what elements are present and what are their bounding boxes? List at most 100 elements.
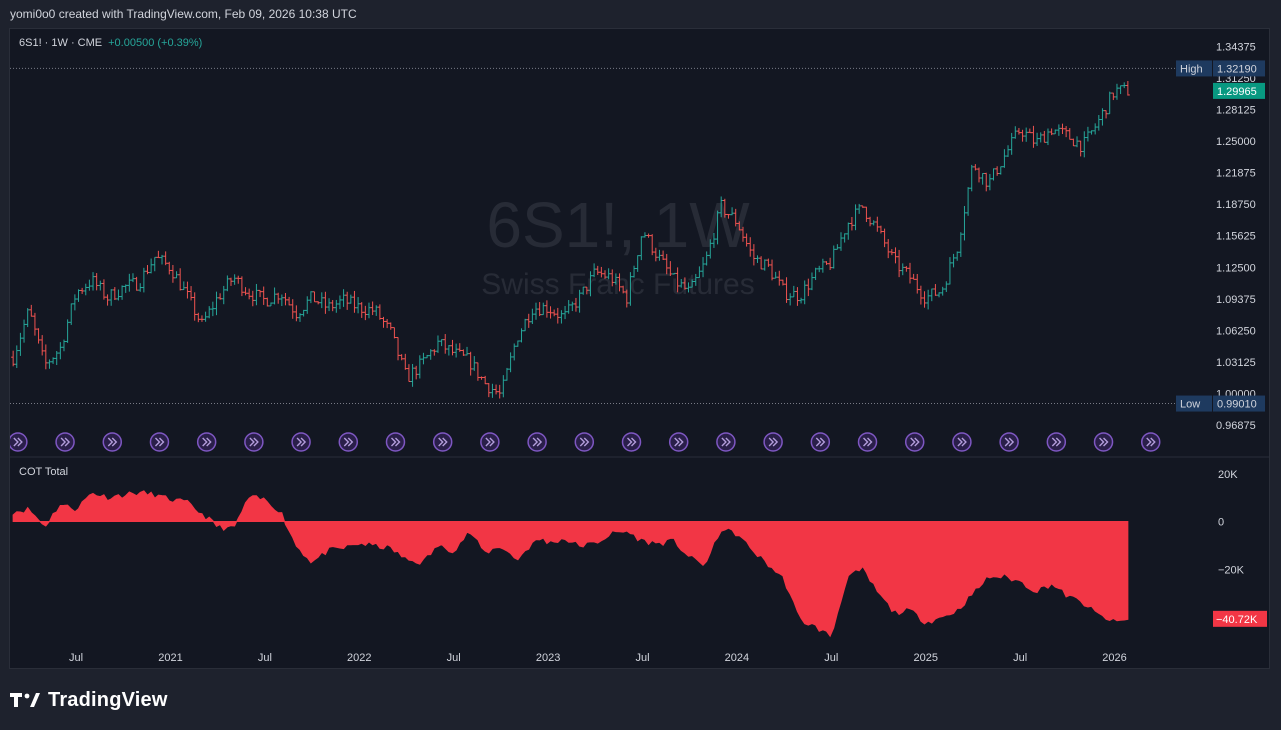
event-marker-icon[interactable]	[338, 432, 359, 452]
price-bar	[849, 217, 854, 231]
event-marker-icon[interactable]	[291, 432, 311, 452]
price-bar	[791, 285, 796, 298]
price-bar	[22, 319, 27, 343]
event-marker-icon[interactable]	[527, 432, 547, 452]
event-marker-icon[interactable]	[480, 432, 500, 452]
event-marker-icon[interactable]	[102, 432, 123, 452]
price-bar	[969, 164, 974, 192]
price-bar	[279, 294, 284, 307]
price-bar	[1016, 127, 1021, 135]
price-bar	[138, 283, 143, 292]
event-marker-icon[interactable]	[904, 432, 925, 452]
price-bar	[882, 228, 887, 248]
event-marker-icon[interactable]	[857, 432, 878, 452]
event-marker-icon[interactable]	[668, 432, 689, 452]
low-label-box	[1176, 395, 1212, 412]
event-marker-icon[interactable]	[621, 432, 642, 452]
event-markers[interactable]	[10, 432, 1161, 452]
cot-y-tick: 20K	[1218, 469, 1238, 481]
price-bar	[875, 216, 880, 232]
tradingview-logo-text: TradingView	[48, 688, 168, 711]
price-y-tick: 1.09375	[1216, 294, 1256, 306]
chart-canvas[interactable]: 6S1!, 1W Swiss Franc Futures 1.343751.31…	[10, 29, 1269, 668]
price-bar	[101, 279, 106, 300]
event-marker-icon[interactable]	[55, 432, 75, 452]
event-marker-icon[interactable]	[999, 432, 1019, 452]
event-marker-icon[interactable]	[196, 432, 217, 452]
price-bar	[327, 298, 332, 312]
price-bar	[1104, 110, 1109, 119]
event-marker-icon[interactable]	[1093, 432, 1114, 452]
event-marker-icon[interactable]	[952, 432, 972, 452]
price-bar	[1118, 85, 1123, 95]
price-bar	[563, 305, 568, 320]
price-bar	[229, 277, 234, 286]
event-marker-icon[interactable]	[244, 432, 264, 452]
price-bar	[860, 205, 865, 209]
low-value: 0.99010	[1217, 399, 1257, 411]
x-tick: Jul	[447, 652, 461, 664]
price-bar	[926, 289, 931, 310]
price-bar	[548, 306, 553, 319]
price-bar	[149, 258, 154, 274]
x-tick: 2021	[158, 652, 182, 664]
price-bar	[345, 291, 350, 310]
event-marker-icon[interactable]	[432, 432, 453, 452]
price-bar	[980, 173, 985, 185]
credit-text: yomi0o0 created with TradingView.com, Fe…	[10, 7, 357, 21]
price-bar	[385, 319, 390, 329]
x-tick: 2023	[536, 652, 560, 664]
price-bar	[83, 283, 88, 296]
price-series[interactable]	[10, 67, 1210, 405]
price-bar	[120, 285, 125, 300]
price-bar	[199, 315, 204, 322]
price-bar	[795, 287, 800, 306]
price-y-tick: 1.15625	[1216, 231, 1256, 243]
event-marker-icon[interactable]	[574, 432, 595, 452]
price-bar	[210, 301, 215, 317]
price-bar	[1020, 129, 1025, 142]
chart-frame[interactable]: 6S1!, 1W Swiss Franc Futures 1.34375 1.31…	[9, 28, 1270, 669]
cot-last-value: −40.72K	[1216, 614, 1258, 626]
price-bar	[61, 339, 66, 352]
price-bar	[163, 251, 168, 266]
cot-y-tick: −20K	[1218, 564, 1245, 576]
price-bar	[824, 261, 829, 265]
price-bar	[410, 363, 415, 387]
price-y-tick: 1.28125	[1216, 104, 1256, 116]
price-bar	[1035, 132, 1040, 146]
event-marker-icon[interactable]	[1140, 432, 1161, 452]
price-bar	[864, 206, 869, 222]
price-bar	[570, 301, 575, 312]
x-tick: Jul	[258, 652, 272, 664]
price-bar	[272, 287, 277, 305]
event-marker-icon[interactable]	[10, 432, 28, 452]
event-marker-icon[interactable]	[810, 432, 831, 452]
price-bar	[857, 203, 862, 214]
price-bar	[973, 164, 978, 171]
event-marker-icon[interactable]	[1046, 432, 1067, 452]
price-bar	[297, 313, 302, 322]
price-bar	[544, 300, 549, 318]
price-bar	[370, 301, 375, 316]
price-bar	[174, 271, 179, 279]
event-marker-icon[interactable]	[385, 432, 406, 452]
price-bar	[770, 259, 775, 281]
price-bar	[984, 172, 989, 192]
watermark-description: Swiss Franc Futures	[481, 268, 754, 301]
price-bar	[995, 166, 1000, 176]
price-bar	[1049, 128, 1054, 136]
price-bar	[504, 367, 509, 381]
price-bar	[1096, 114, 1101, 131]
price-bar	[933, 284, 938, 296]
price-bar	[566, 300, 571, 314]
price-bar	[377, 304, 382, 320]
price-bar	[305, 296, 310, 314]
price-bar	[301, 309, 306, 317]
cot-series[interactable]	[12, 490, 1129, 638]
event-marker-icon[interactable]	[716, 432, 736, 452]
event-marker-icon[interactable]	[149, 432, 170, 452]
price-y-tick: 1.03125	[1216, 357, 1256, 369]
event-marker-icon[interactable]	[763, 432, 783, 452]
price-bar	[145, 265, 150, 275]
